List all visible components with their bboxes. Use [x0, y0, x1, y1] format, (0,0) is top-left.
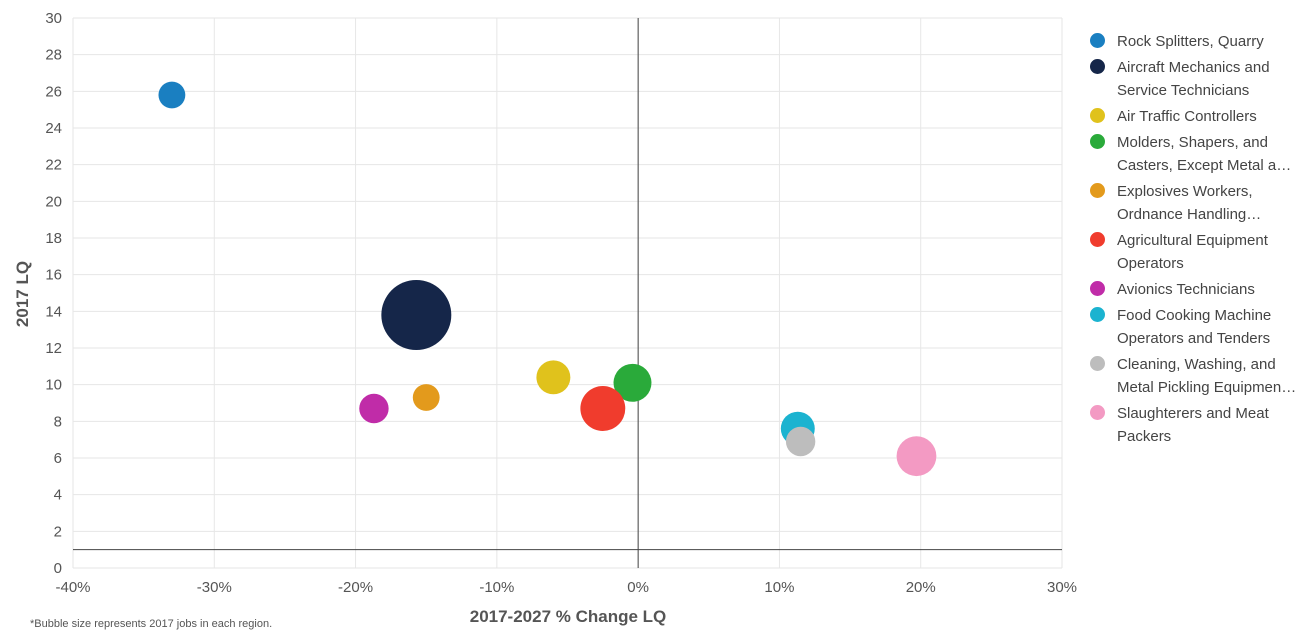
bubble[interactable]: [412, 384, 440, 411]
y-tick-label: 22: [45, 157, 62, 174]
bubble[interactable]: [359, 393, 389, 424]
legend-item[interactable]: Cleaning, Washing, and Metal Pickling Eq…: [1090, 353, 1305, 399]
bubble[interactable]: [381, 280, 452, 350]
y-tick-label: 10: [45, 377, 62, 394]
bubbles: [158, 81, 937, 477]
bubble[interactable]: [158, 81, 186, 109]
legend-item[interactable]: Molders, Shapers, and Casters, Except Me…: [1090, 131, 1305, 177]
bubble[interactable]: [536, 360, 571, 395]
legend-swatch: [1090, 356, 1105, 371]
bubble[interactable]: [785, 426, 816, 457]
y-tick-label: 12: [45, 340, 62, 357]
legend-label: Molders, Shapers, and Casters, Except Me…: [1117, 134, 1293, 174]
legend-item[interactable]: Agricultural Equipment Operators: [1090, 229, 1305, 275]
x-tick-label: -10%: [479, 579, 514, 596]
legend-label: Cleaning, Washing, and Metal Pickling Eq…: [1117, 356, 1286, 396]
legend-item[interactable]: Air Traffic Controllers: [1090, 105, 1305, 128]
y-tick-label: 30: [45, 10, 62, 27]
y-tick-label: 8: [54, 413, 62, 430]
legend-swatch: [1090, 183, 1105, 198]
legend-swatch: [1090, 405, 1105, 420]
legend-item[interactable]: Slaughterers and Meat Packers: [1090, 402, 1305, 448]
legend-item[interactable]: Rock Splitters, Quarry: [1090, 30, 1305, 53]
x-tick-label: -30%: [197, 579, 232, 596]
legend-item[interactable]: Food Cooking Machine Operators and Tende…: [1090, 304, 1305, 350]
legend-label: Agricultural Equipment Operators: [1117, 232, 1268, 272]
legend-label: Avionics Technicians: [1117, 281, 1255, 298]
footnote: *Bubble size represents 2017 jobs in eac…: [30, 618, 272, 630]
y-tick-label: 20: [45, 193, 62, 210]
legend-item[interactable]: Explosives Workers, Ordnance Handling Ex…: [1090, 180, 1305, 226]
y-tick-label: 4: [54, 487, 62, 504]
y-tick-label: 6: [54, 450, 62, 467]
legend-swatch: [1090, 281, 1105, 296]
legend-swatch: [1090, 134, 1105, 149]
grid-lines: [72, 17, 1063, 569]
legend-label: Explosives Workers, Ordnance Handling Ex…: [1117, 183, 1253, 223]
legend-item[interactable]: Aircraft Mechanics and Service Technicia…: [1090, 56, 1305, 102]
y-tick-label: 24: [45, 120, 62, 137]
legend-swatch: [1090, 33, 1105, 48]
legend-label: Food Cooking Machine Operators and Tende…: [1117, 307, 1272, 347]
legend-label: Rock Splitters, Quarry: [1117, 33, 1264, 50]
x-tick-label: 20%: [906, 579, 936, 596]
y-tick-label: 18: [45, 230, 62, 247]
y-tick-label: 0: [54, 560, 62, 577]
y-axis-title: 2017 LQ: [13, 261, 32, 327]
legend-swatch: [1090, 307, 1105, 322]
legend-label: Air Traffic Controllers: [1117, 108, 1257, 125]
bubble[interactable]: [580, 386, 626, 431]
y-tick-label: 2: [54, 523, 62, 540]
x-axis-ticks: -40% -30% -20% -10% 0% 10% 20% 30%: [55, 579, 1077, 596]
x-tick-label: -40%: [55, 579, 90, 596]
y-tick-label: 14: [45, 303, 62, 320]
x-tick-label: 10%: [764, 579, 794, 596]
x-tick-label: -20%: [338, 579, 373, 596]
x-tick-label: 30%: [1047, 579, 1077, 596]
y-tick-label: 26: [45, 83, 62, 100]
x-tick-label: 0%: [627, 579, 649, 596]
legend-item[interactable]: Avionics Technicians: [1090, 278, 1305, 301]
legend-swatch: [1090, 59, 1105, 74]
legend-swatch: [1090, 108, 1105, 123]
legend-label: Aircraft Mechanics and Service Technicia…: [1117, 59, 1270, 99]
legend-swatch: [1090, 232, 1105, 247]
bubble[interactable]: [896, 436, 937, 477]
y-tick-label: 28: [45, 47, 62, 64]
y-tick-label: 16: [45, 267, 62, 284]
reference-lines: [73, 18, 1062, 568]
bubble[interactable]: [613, 363, 652, 402]
x-axis-title: 2017-2027 % Change LQ: [470, 607, 667, 626]
legend: Rock Splitters, Quarry Aircraft Mechanics…: [1090, 30, 1305, 451]
legend-label: Slaughterers and Meat Packers: [1117, 405, 1269, 445]
